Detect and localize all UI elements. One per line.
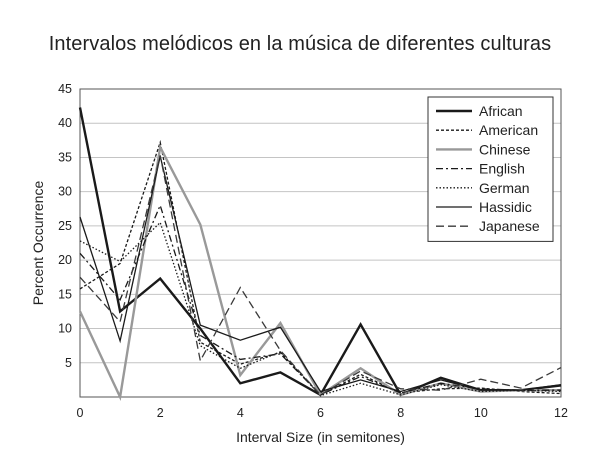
series-line-german	[79, 221, 562, 397]
x-tick-label: 12	[554, 406, 568, 420]
y-tick-label: 45	[58, 82, 72, 96]
chart-title: Intervalos melódicos en la música de dif…	[48, 33, 552, 55]
y-tick-label: 35	[58, 150, 72, 164]
x-tick-label: 6	[317, 406, 324, 420]
axis-ticks: 5 10 15 20 25 30 35 40 45 0 2 4 6 8 10 12	[58, 82, 568, 420]
legend-label-hassidic: Hassidic	[479, 199, 532, 215]
series-line-japanese	[79, 155, 562, 396]
x-tick-label: 4	[237, 406, 244, 420]
x-tick-label: 8	[397, 406, 404, 420]
legend-label-german: German	[479, 180, 530, 196]
plot-area-border	[79, 88, 562, 398]
series-line-american	[79, 139, 562, 396]
y-axis-title: Percent Occurrence	[30, 181, 46, 306]
legend-label-chinese: Chinese	[479, 141, 531, 157]
series-lines	[78, 107, 562, 402]
x-axis-title: Interval Size (in semitones)	[236, 429, 405, 445]
legend: African American Chinese English German Hassi…	[427, 96, 554, 242]
y-tick-label: 10	[58, 322, 72, 336]
x-tick-label: 2	[157, 406, 164, 420]
legend-box	[427, 96, 554, 242]
legend-label-japanese: Japanese	[479, 218, 540, 234]
legend-label-american: American	[479, 122, 538, 138]
y-tick-label: 5	[65, 356, 72, 370]
y-tick-label: 25	[58, 219, 72, 233]
legend-label-english: English	[479, 161, 525, 177]
x-tick-label: 0	[77, 406, 84, 420]
legend-label-african: African	[479, 103, 523, 119]
y-tick-label: 30	[58, 185, 72, 199]
y-tick-label: 20	[58, 253, 72, 267]
y-tick-label: 15	[58, 287, 72, 301]
x-tick-label: 10	[474, 406, 488, 420]
y-tick-label: 40	[58, 116, 72, 130]
